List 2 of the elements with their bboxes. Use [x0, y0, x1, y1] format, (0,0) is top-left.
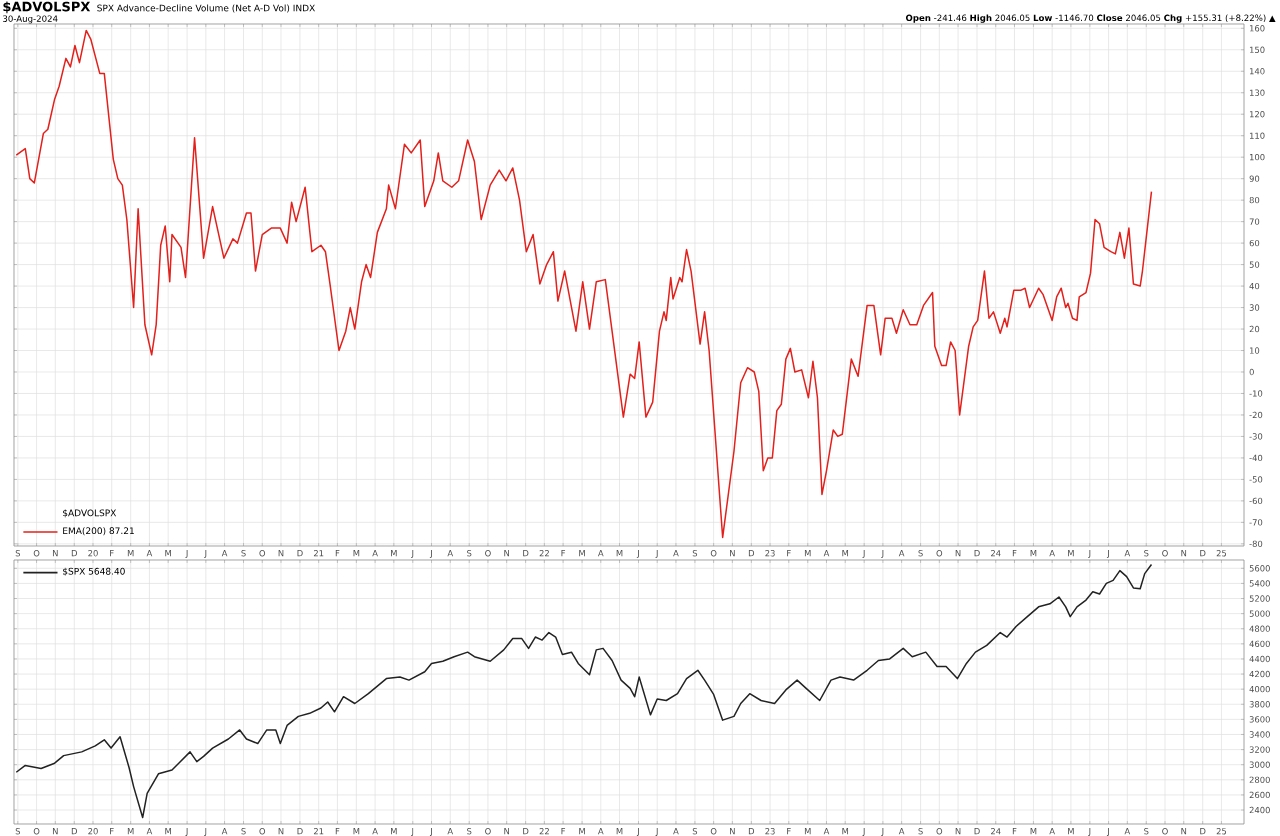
line-series [15, 563, 1153, 819]
line-series [15, 29, 1153, 539]
